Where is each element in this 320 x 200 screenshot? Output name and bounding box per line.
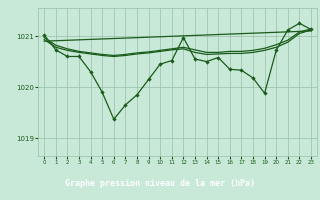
Text: Graphe pression niveau de la mer (hPa): Graphe pression niveau de la mer (hPa) — [65, 179, 255, 188]
